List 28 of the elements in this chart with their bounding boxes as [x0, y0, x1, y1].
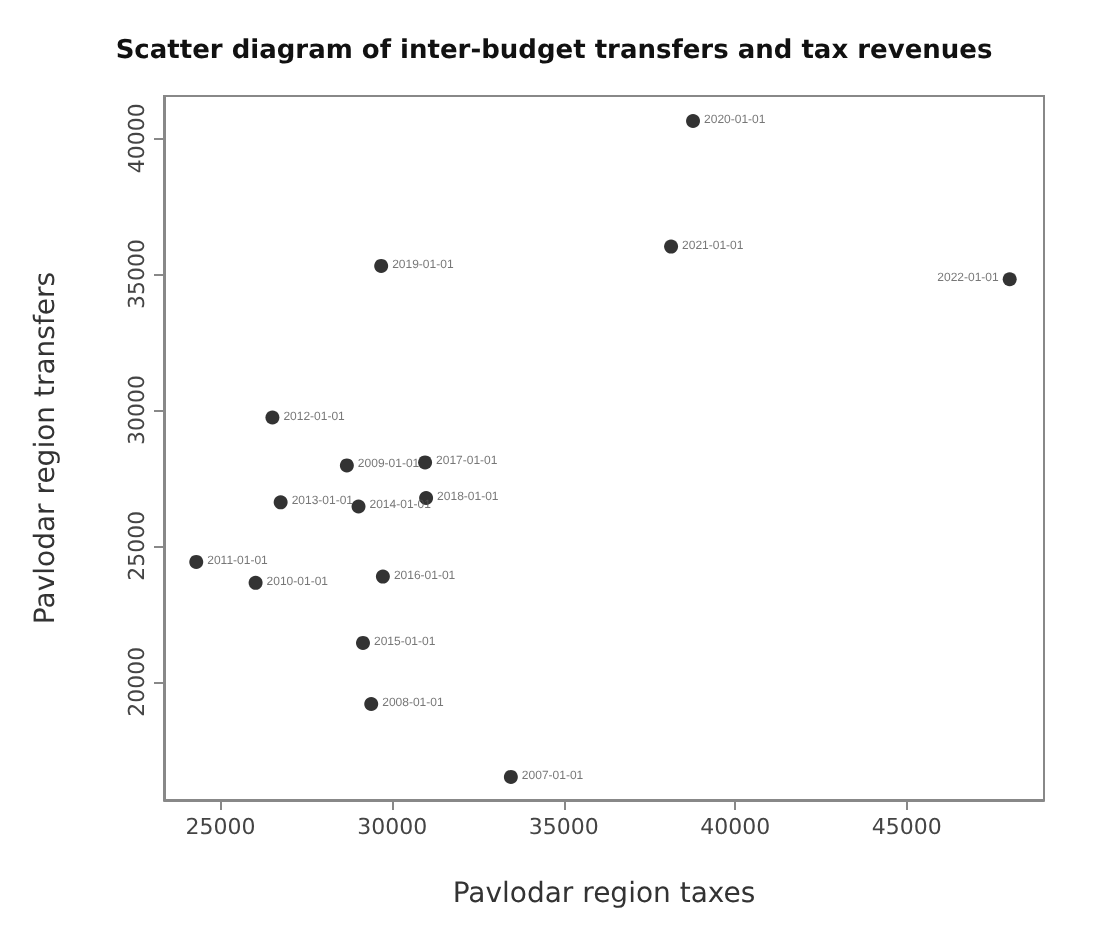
point [351, 499, 366, 514]
x-tick-label: 35000 [528, 814, 599, 840]
x-axis-title: Pavlodar region taxes [452, 878, 756, 910]
point [503, 769, 518, 784]
point [375, 569, 390, 584]
point [374, 258, 389, 273]
point [339, 458, 354, 473]
y-axis-title: Pavlodar region transfers [30, 271, 62, 625]
point [664, 239, 679, 254]
point [265, 410, 280, 425]
point [356, 635, 370, 650]
y-tick-label: 35000 [124, 239, 150, 310]
y-tick-label: 20000 [124, 646, 150, 717]
point [273, 495, 288, 510]
x-tick-label: 45000 [871, 814, 942, 840]
x-tick-label: 25000 [185, 814, 256, 840]
y-tick-label: 30000 [124, 374, 150, 445]
point [418, 455, 433, 470]
y-tick-label: 25000 [124, 510, 150, 581]
point [1002, 272, 1017, 287]
x-tick-label: 30000 [357, 814, 428, 840]
x-tick-label: 40000 [700, 814, 771, 840]
chart-title: Scatter diagram of inter-budget transfers and tax revenues [115, 36, 993, 66]
point [189, 554, 204, 569]
point [248, 575, 263, 590]
point [364, 697, 379, 712]
y-tick-label: 40000 [124, 103, 150, 174]
point [686, 114, 701, 128]
